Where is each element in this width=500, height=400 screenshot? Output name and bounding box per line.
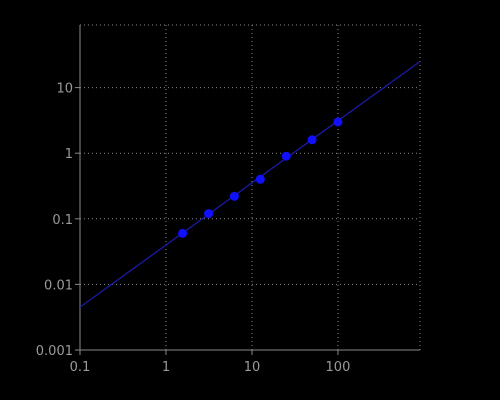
y-tick-label: 1 [65, 147, 73, 162]
data-point [307, 135, 317, 145]
data-point [229, 191, 239, 201]
y-tick-label: 0.1 [52, 213, 73, 228]
data-points-series [178, 117, 343, 238]
x-tick-label: 10 [244, 360, 261, 375]
data-point [204, 209, 214, 219]
y-tick-label: 0.001 [36, 344, 73, 359]
x-tick-labels: 0.1 1 10 100 [70, 360, 351, 375]
data-point [333, 117, 343, 127]
fit-line [79, 60, 421, 308]
grid [80, 24, 421, 350]
fit-line-series [79, 60, 421, 308]
axes [75, 25, 420, 355]
data-point [178, 228, 188, 238]
data-point [281, 151, 291, 161]
y-tick-label: 0.01 [44, 278, 73, 293]
data-point [255, 174, 265, 184]
x-tick-label: 100 [326, 360, 351, 375]
x-tick-label: 1 [162, 360, 170, 375]
y-tick-labels: 0.001 0.01 0.1 1 10 [36, 82, 73, 359]
x-tick-label: 0.1 [70, 360, 91, 375]
y-tick-label: 10 [56, 82, 73, 97]
